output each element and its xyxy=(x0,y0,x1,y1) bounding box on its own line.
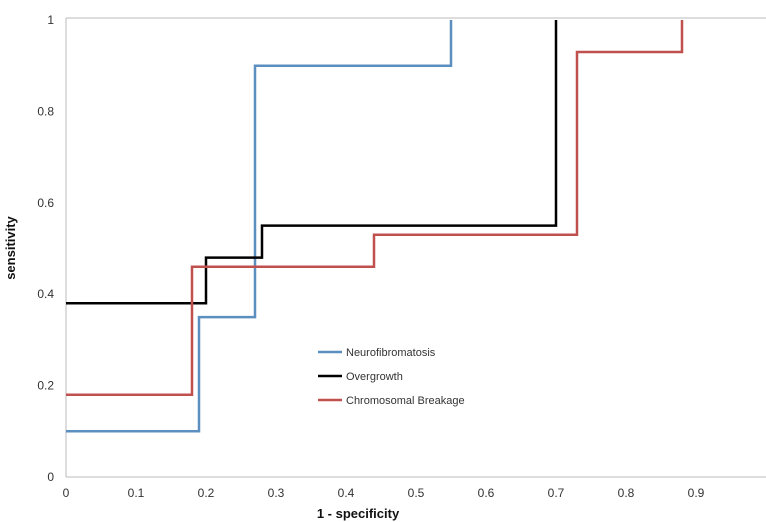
x-tick-label: 0.3 xyxy=(268,486,285,500)
y-tick-label: 1 xyxy=(47,13,54,27)
x-tick-label: 0.9 xyxy=(688,486,705,500)
y-axis-title: sensitivity xyxy=(3,215,18,279)
series-line-neurofibromatosis xyxy=(66,20,453,433)
y-tick-label: 0 xyxy=(47,470,54,484)
series-line-overgrowth xyxy=(66,20,558,305)
x-tick-label: 0.6 xyxy=(478,486,495,500)
x-tick-label: 0.4 xyxy=(338,486,355,500)
x-tick-label: 0.5 xyxy=(408,486,425,500)
y-tick-label: 0.6 xyxy=(37,196,54,210)
legend-label: Overgrowth xyxy=(346,371,403,383)
y-tick-label: 0.2 xyxy=(37,379,54,393)
legend: Neurofibromatosis Overgrowth Chromosomal B… xyxy=(318,347,465,407)
x-tick-label: 0 xyxy=(63,486,70,500)
legend-label: Chromosomal Breakage xyxy=(346,395,465,407)
series-lines xyxy=(66,20,684,433)
x-tick-label: 0.8 xyxy=(618,486,635,500)
legend-label: Neurofibromatosis xyxy=(346,347,436,359)
x-tick-labels: 0 0.1 0.2 0.3 0.4 0.5 0.6 0.7 0.8 0.9 xyxy=(63,486,705,500)
y-tick-label: 0.8 xyxy=(37,104,54,118)
x-tick-label: 0.7 xyxy=(548,486,565,500)
x-tick-label: 0.2 xyxy=(198,486,215,500)
x-axis-title: 1 - specificity xyxy=(317,506,400,521)
y-tick-labels: 0 0.2 0.4 0.6 0.8 1 xyxy=(37,13,54,484)
series-line-chromosomal-breakage xyxy=(66,20,684,396)
y-tick-label: 0.4 xyxy=(37,287,54,301)
x-tick-label: 0.1 xyxy=(128,486,145,500)
plot-area xyxy=(65,17,766,478)
